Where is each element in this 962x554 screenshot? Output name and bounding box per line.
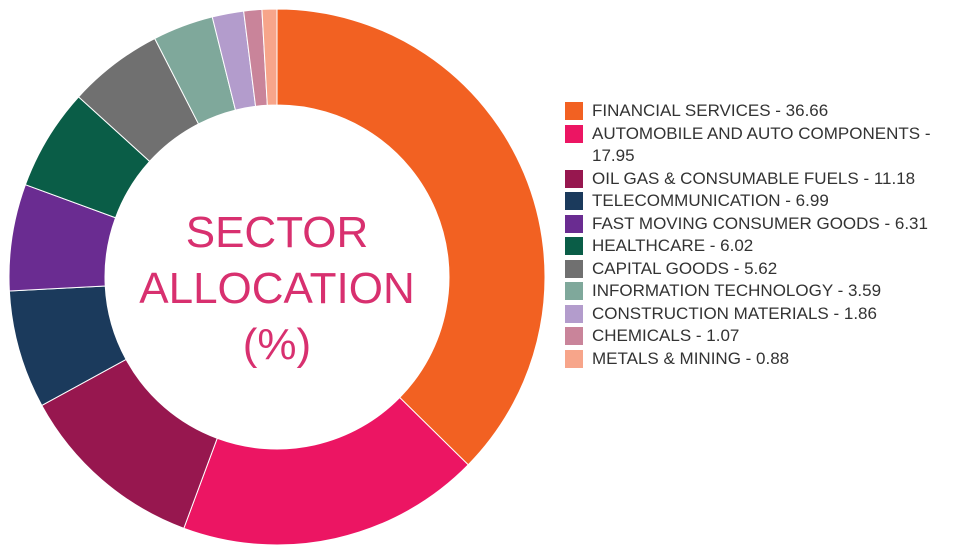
legend-label: FAST MOVING CONSUMER GOODS - 6.31 — [592, 213, 928, 233]
legend-swatch — [565, 102, 583, 120]
legend-swatch — [565, 124, 583, 143]
legend-label: CONSTRUCTION MATERIALS - 1.86 — [592, 303, 877, 323]
legend-label: HEALTHCARE - 6.02 — [592, 236, 754, 255]
legend-swatch — [565, 169, 583, 188]
legend-label: AUTOMOBILE AND AUTO COMPONENTS - 17.95 — [592, 123, 931, 166]
legend-swatch — [565, 349, 583, 368]
legend-label: CAPITAL GOODS - 5.62 — [592, 258, 778, 278]
legend-label: FINANCIAL SERVICES - 36.66 — [592, 101, 829, 120]
legend: FINANCIAL SERVICES - 36.66 AUTOMOBILE AND… — [565, 100, 955, 370]
legend-label: INFORMATION TECHNOLOGY - 3.59 — [592, 281, 882, 300]
legend-item: CAPITAL GOODS - 5.62 — [565, 258, 955, 281]
legend-swatch — [565, 192, 583, 210]
legend-item: CONSTRUCTION MATERIALS - 1.86 — [565, 303, 955, 326]
legend-item: FAST MOVING CONSUMER GOODS - 6.31 — [565, 213, 955, 236]
legend-swatch — [565, 237, 583, 255]
legend-swatch — [565, 282, 583, 300]
legend-swatch — [565, 327, 583, 345]
legend-item: INFORMATION TECHNOLOGY - 3.59 — [565, 280, 955, 303]
legend-swatch — [565, 214, 583, 233]
donut-slice — [276, 8, 546, 466]
legend-item: CHEMICALS - 1.07 — [565, 325, 955, 348]
legend-item: HEALTHCARE - 6.02 — [565, 235, 955, 258]
legend-item: METALS & MINING - 0.88 — [565, 348, 955, 371]
legend-label: CHEMICALS - 1.07 — [592, 326, 740, 345]
legend-swatch — [565, 259, 583, 278]
legend-label: METALS & MINING - 0.88 — [592, 348, 790, 368]
donut-chart — [8, 8, 546, 546]
donut-slice — [261, 8, 278, 106]
legend-item: TELECOMMUNICATION - 6.99 — [565, 190, 955, 213]
legend-label: OIL GAS & CONSUMABLE FUELS - 11.18 — [592, 168, 916, 188]
legend-item: AUTOMOBILE AND AUTO COMPONENTS - 17.95 — [565, 123, 955, 168]
legend-item: OIL GAS & CONSUMABLE FUELS - 11.18 — [565, 168, 955, 191]
legend-item: FINANCIAL SERVICES - 36.66 — [565, 100, 955, 123]
chart-title: SECTOR ALLOCATION (%) — [139, 208, 415, 369]
legend-label: TELECOMMUNICATION - 6.99 — [592, 191, 829, 210]
legend-swatch — [565, 304, 583, 323]
